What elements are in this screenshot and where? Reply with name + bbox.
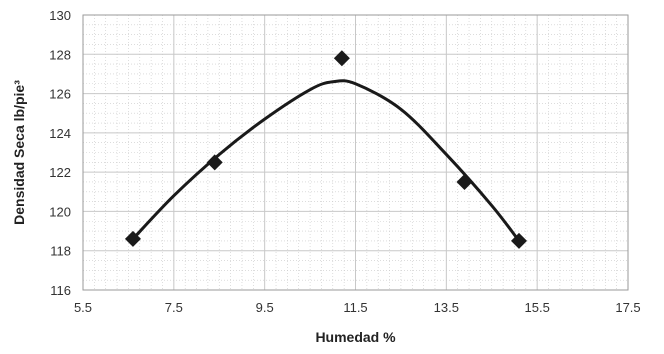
y-axis-title: Densidad Seca lb/pie³ [11,80,27,225]
y-tick-label: 128 [49,47,71,62]
y-tick-label: 130 [49,8,71,23]
plot-area [82,14,629,291]
y-tick-label: 124 [49,126,71,141]
x-tick-label: 11.5 [343,300,367,315]
data-point [456,173,473,190]
x-axis: 5.5 7.5 9.5 11.5 13.5 15.5 17.5 [74,300,641,315]
x-tick-label: 13.5 [434,300,459,315]
y-tick-label: 118 [50,244,71,259]
data-point [511,232,527,249]
trendline [131,79,521,242]
x-tick-label: 15.5 [525,300,550,315]
y-tick-label: 122 [49,165,71,180]
x-tick-label: 9.5 [256,300,274,315]
data-point [333,50,350,67]
chart-grid [82,14,629,291]
y-tick-label: 120 [49,204,71,219]
x-tick-label: 7.5 [165,300,183,315]
y-tick-label: 126 [49,87,71,102]
x-axis-title: Humedad % [315,329,396,345]
y-axis: 116 118 120 122 124 126 128 130 [49,8,71,298]
x-tick-label: 17.5 [615,300,640,315]
y-tick-label: 116 [50,283,71,298]
data-point [206,154,223,171]
data-points [124,50,527,249]
x-tick-label: 5.5 [74,300,92,315]
data-point [124,230,141,247]
